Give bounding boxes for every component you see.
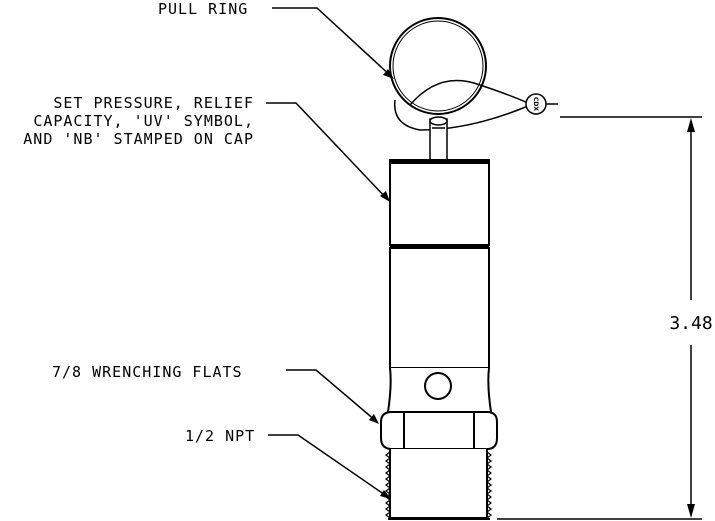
leader-lines [266,7,393,498]
dim-arrowheads [687,118,695,518]
seal-tag: CDX [525,93,547,115]
dim-arrow-top [687,118,695,132]
wrench-arrowhead [369,414,379,424]
wrench-leader [286,369,377,422]
pull-ring [389,17,558,131]
ring-inner [392,20,484,112]
npt-leader [268,434,389,498]
npt-label: 1/2 NPT [185,427,255,445]
seal-wire-lower [393,99,529,131]
stem-eye [429,116,448,126]
cap-note-line2: CAPACITY, 'UV' SYMBOL, [33,112,254,130]
hex-nut [380,411,498,450]
ring-outer [389,17,487,115]
pull-ring-label: PULL RING [158,0,248,18]
cap-arrowhead [380,191,390,202]
wrenching-flats-label: 7/8 WRENCHING FLATS [52,363,243,381]
hex-outline [380,411,498,450]
thread-teeth-right [486,451,492,519]
npt-thread [385,449,492,520]
stem [429,116,448,161]
pull-ring-leader [272,7,393,78]
valve-cap [389,159,490,248]
seal-tag-text: CDX [532,97,539,111]
seal-wire-upper [409,79,529,106]
cap-leader [266,102,389,201]
thread-teeth-left [385,451,391,519]
cap-body [389,159,490,246]
valve-body [386,247,493,413]
npt-arrowhead [380,490,391,499]
body-upper [389,247,490,369]
height-dimension [497,116,702,520]
vent-hole [424,372,452,400]
height-dimension-value: 3.48 [669,313,712,334]
cap-note-line3: AND 'NB' STAMPED ON CAP [23,130,254,148]
thread-outline [389,449,488,519]
dim-arrow-bottom [687,504,695,518]
cap-note-line1: SET PRESSURE, RELIEF [53,94,254,112]
